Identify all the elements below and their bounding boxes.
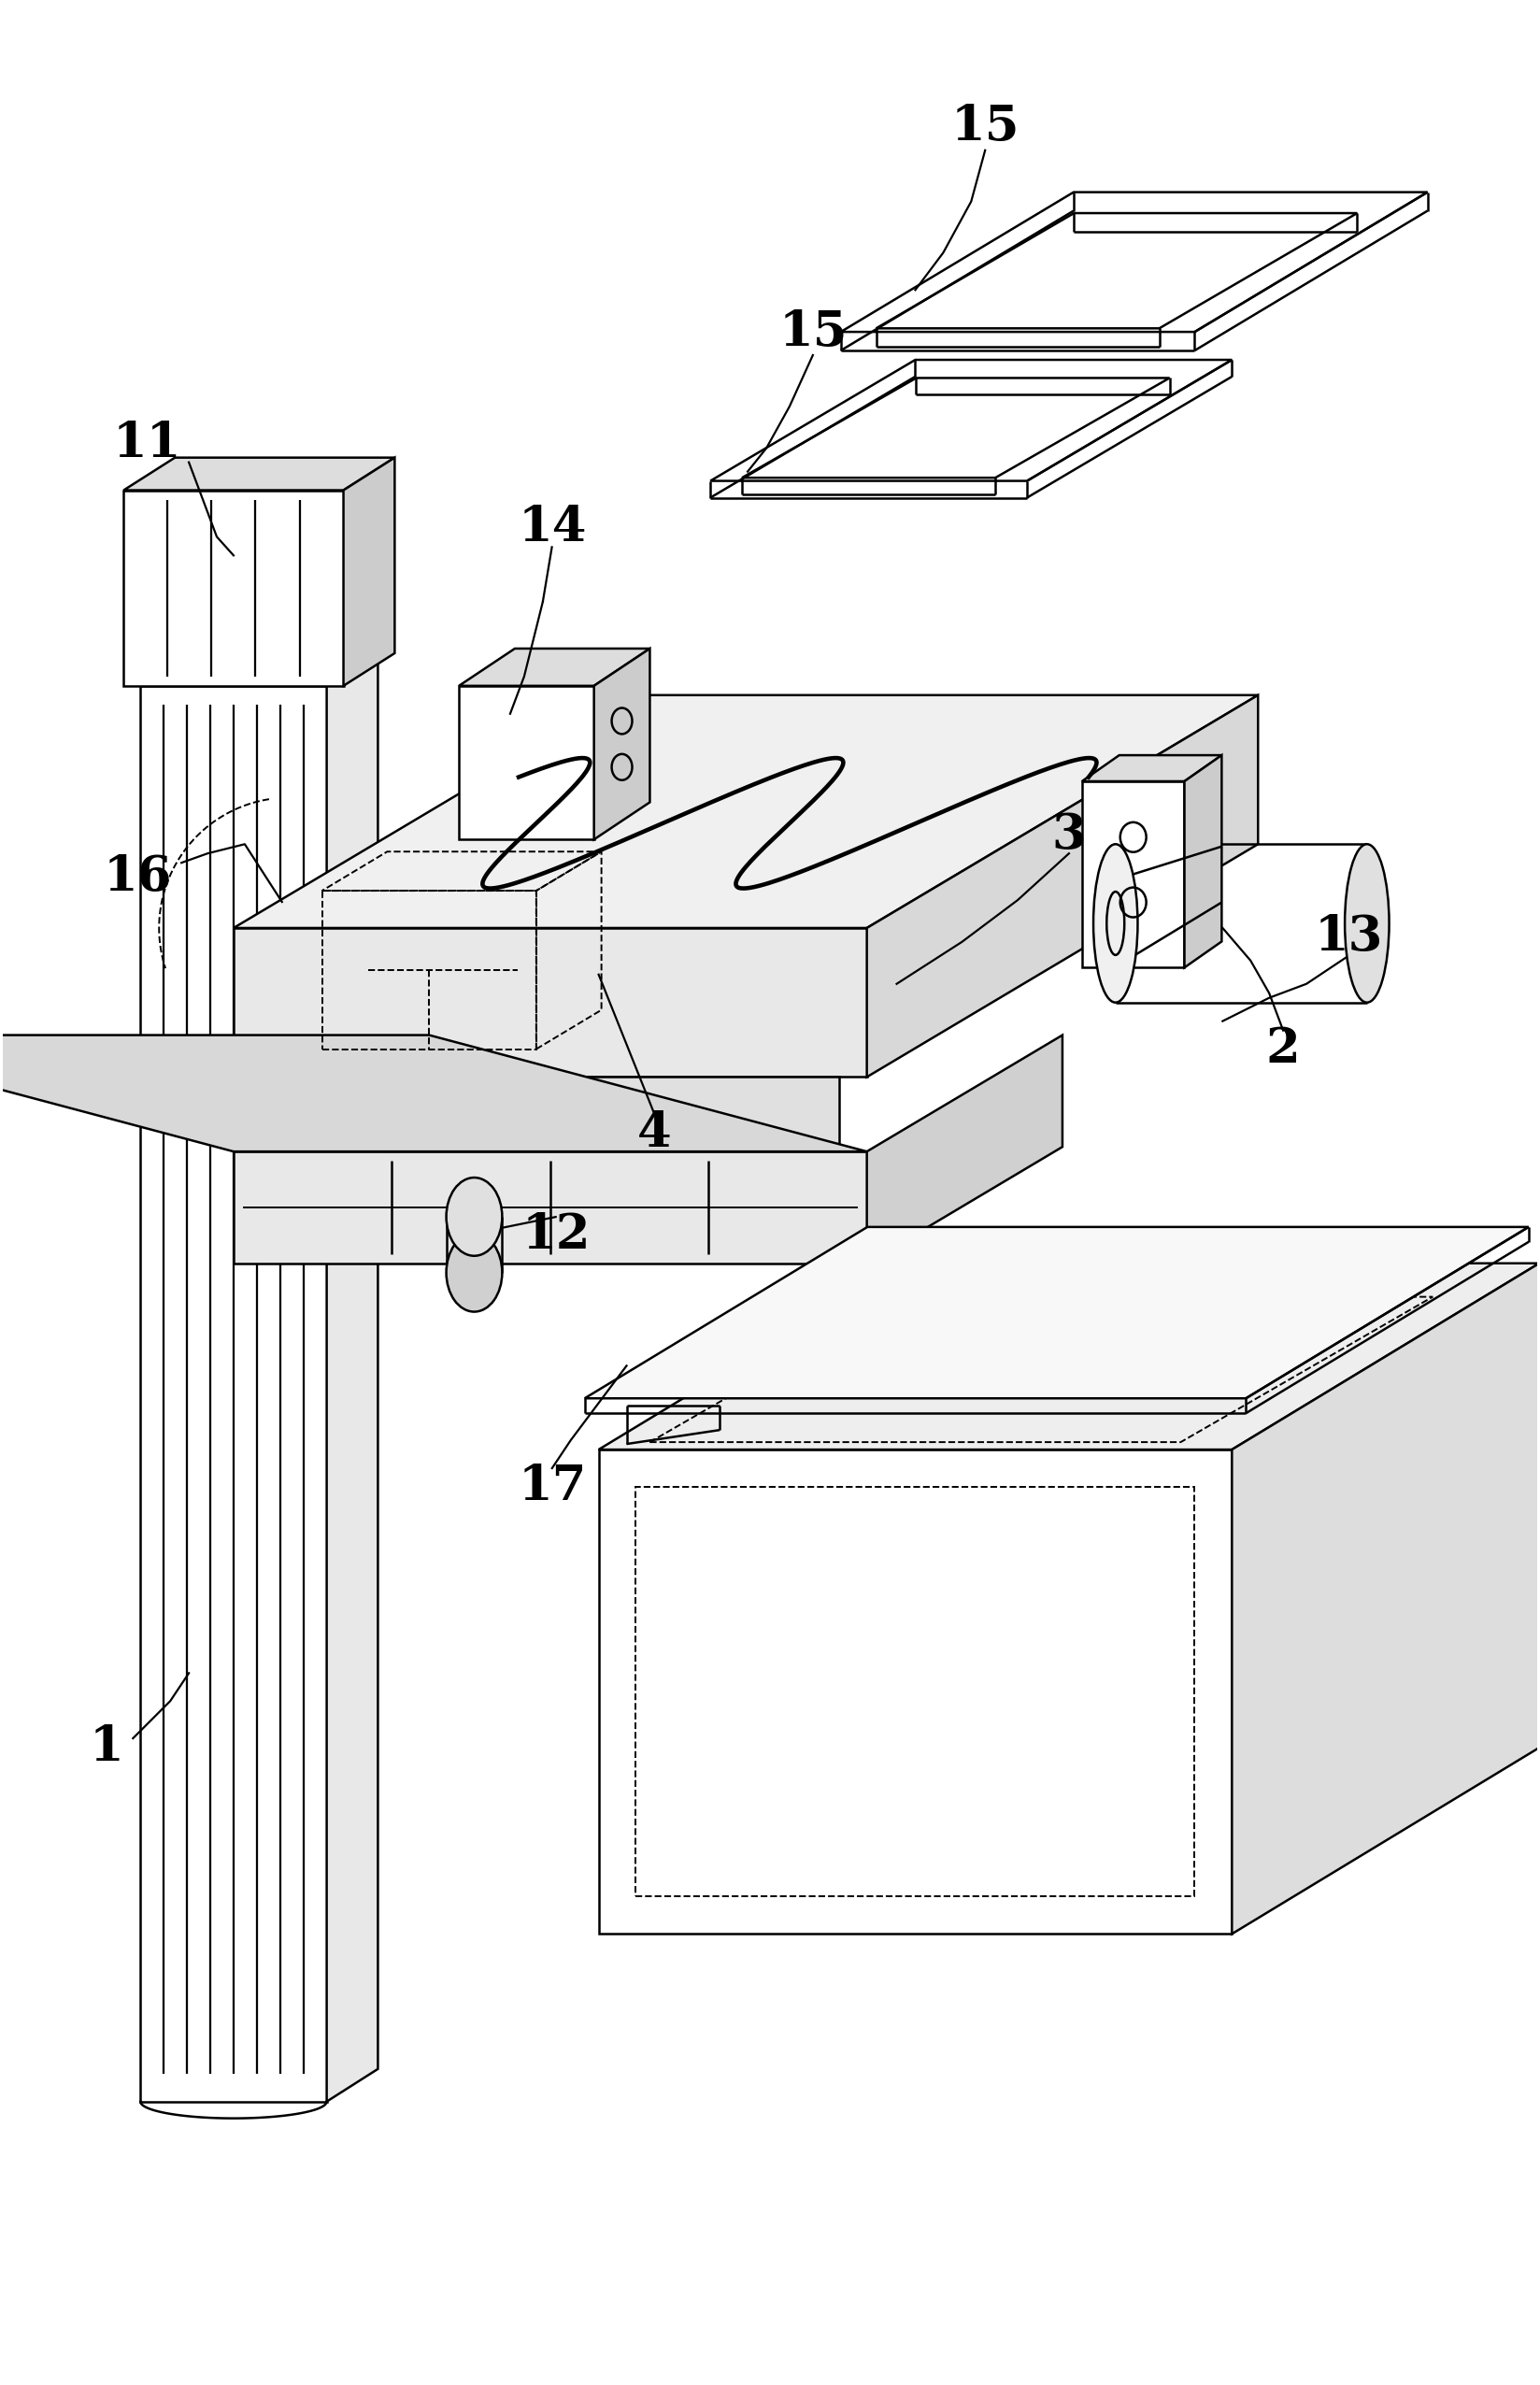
Text: 15: 15 [950,103,1019,150]
Polygon shape [742,377,1169,477]
Polygon shape [1083,756,1221,782]
Polygon shape [123,458,394,491]
Ellipse shape [1093,844,1138,1002]
Polygon shape [585,1226,1529,1398]
Text: 13: 13 [1314,913,1383,961]
Polygon shape [234,928,867,1078]
Ellipse shape [1344,844,1389,1002]
Polygon shape [710,360,1232,482]
Polygon shape [0,1035,867,1152]
Text: 3: 3 [1052,811,1086,859]
Polygon shape [1232,1264,1540,1934]
Polygon shape [599,1264,1540,1450]
Ellipse shape [447,1233,502,1312]
Ellipse shape [447,1178,502,1257]
Polygon shape [1083,782,1184,968]
Polygon shape [326,653,377,2101]
Text: 17: 17 [517,1462,587,1510]
Text: 14: 14 [517,503,587,551]
Polygon shape [594,649,650,840]
Polygon shape [123,491,343,687]
Polygon shape [867,1035,1063,1264]
Polygon shape [876,212,1357,329]
Polygon shape [262,1078,839,1152]
Polygon shape [140,687,326,2101]
Text: 12: 12 [522,1212,591,1259]
Polygon shape [343,458,394,687]
Text: 4: 4 [638,1109,671,1157]
Polygon shape [459,649,650,687]
Polygon shape [1184,756,1221,968]
Text: 2: 2 [1266,1026,1300,1073]
Polygon shape [140,653,377,687]
Text: 11: 11 [112,420,182,467]
Text: 16: 16 [103,854,172,902]
Polygon shape [599,1450,1232,1934]
Text: 1: 1 [89,1724,125,1772]
Polygon shape [867,694,1258,1078]
Polygon shape [234,694,1258,928]
Polygon shape [841,193,1428,332]
Text: 15: 15 [779,308,847,355]
Polygon shape [234,1152,867,1264]
Polygon shape [459,687,594,840]
